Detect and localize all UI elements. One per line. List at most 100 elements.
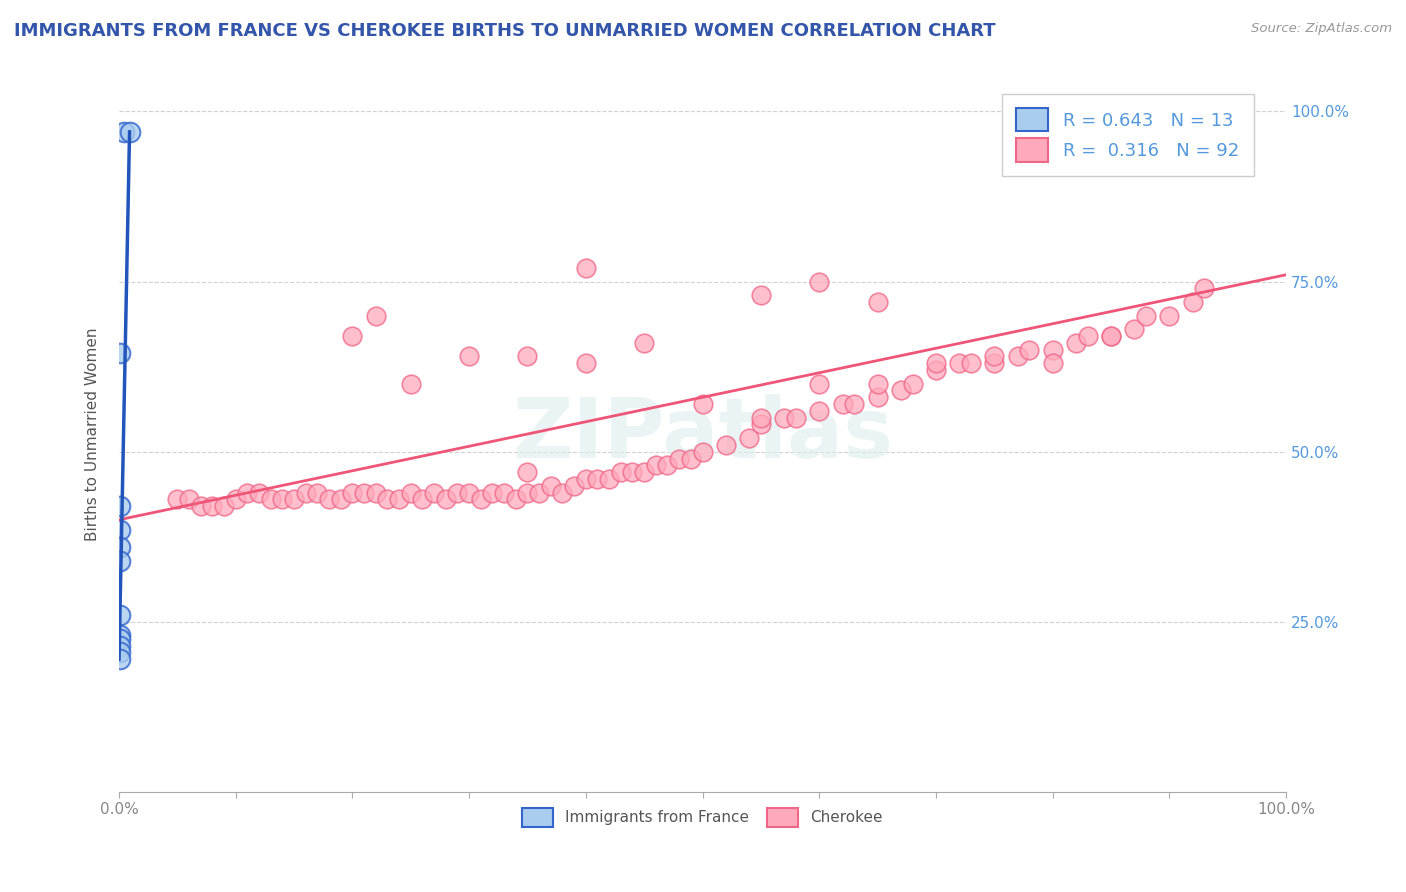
Point xyxy=(110,652,132,666)
Point xyxy=(212,499,235,513)
Point xyxy=(575,356,598,370)
Point xyxy=(925,363,948,377)
Text: ZIPatlas: ZIPatlas xyxy=(512,394,893,475)
Point xyxy=(110,553,132,567)
Point xyxy=(201,499,224,513)
Point xyxy=(505,492,527,507)
Point xyxy=(785,410,807,425)
Point xyxy=(110,639,132,653)
Point xyxy=(1077,329,1099,343)
Point xyxy=(598,472,620,486)
Point xyxy=(481,485,503,500)
Point xyxy=(644,458,666,473)
Point xyxy=(1007,350,1029,364)
Point xyxy=(166,492,188,507)
Point xyxy=(110,607,132,622)
Point xyxy=(575,260,598,275)
Point xyxy=(399,485,422,500)
Point xyxy=(458,485,481,500)
Point xyxy=(633,335,655,350)
Text: Source: ZipAtlas.com: Source: ZipAtlas.com xyxy=(1251,22,1392,36)
Point xyxy=(283,492,305,507)
Point xyxy=(411,492,433,507)
Point xyxy=(177,492,200,507)
Point xyxy=(342,485,364,500)
Point xyxy=(260,492,283,507)
Point xyxy=(247,485,270,500)
Point xyxy=(458,350,481,364)
Point xyxy=(190,499,212,513)
Point xyxy=(110,632,132,646)
Point xyxy=(831,397,853,411)
Point xyxy=(610,465,633,479)
Point xyxy=(364,485,387,500)
Point xyxy=(342,329,364,343)
Point xyxy=(668,451,690,466)
Point xyxy=(714,438,737,452)
Point xyxy=(110,346,132,360)
Point xyxy=(527,485,550,500)
Point xyxy=(808,275,831,289)
Point xyxy=(110,499,132,513)
Point xyxy=(353,485,375,500)
Point xyxy=(960,356,983,370)
Point xyxy=(925,356,948,370)
Point xyxy=(110,523,132,537)
Point xyxy=(271,492,294,507)
Point xyxy=(1042,343,1064,357)
Point xyxy=(540,479,562,493)
Legend: Immigrants from France, Cherokee: Immigrants from France, Cherokee xyxy=(515,800,890,834)
Point xyxy=(749,288,772,302)
Point xyxy=(225,492,247,507)
Point xyxy=(1181,295,1204,310)
Point xyxy=(1159,309,1181,323)
Point xyxy=(866,376,889,391)
Point xyxy=(1135,309,1157,323)
Point xyxy=(586,472,609,486)
Point xyxy=(621,465,644,479)
Point xyxy=(494,485,516,500)
Point xyxy=(516,485,538,500)
Point xyxy=(657,458,679,473)
Point xyxy=(844,397,866,411)
Point xyxy=(110,645,132,659)
Point xyxy=(749,417,772,432)
Point xyxy=(318,492,340,507)
Point xyxy=(110,628,132,642)
Y-axis label: Births to Unmarried Women: Births to Unmarried Women xyxy=(86,328,100,541)
Point xyxy=(551,485,574,500)
Point xyxy=(388,492,411,507)
Point xyxy=(562,479,585,493)
Point xyxy=(329,492,352,507)
Point xyxy=(633,465,655,479)
Point xyxy=(679,451,702,466)
Point xyxy=(470,492,492,507)
Point xyxy=(866,295,889,310)
Point xyxy=(1099,329,1122,343)
Text: IMMIGRANTS FROM FRANCE VS CHEROKEE BIRTHS TO UNMARRIED WOMEN CORRELATION CHART: IMMIGRANTS FROM FRANCE VS CHEROKEE BIRTH… xyxy=(14,22,995,40)
Point xyxy=(377,492,399,507)
Point xyxy=(692,444,714,458)
Point xyxy=(446,485,468,500)
Point xyxy=(434,492,457,507)
Point xyxy=(948,356,970,370)
Point xyxy=(890,384,912,398)
Point xyxy=(236,485,259,500)
Point xyxy=(1099,329,1122,343)
Point xyxy=(575,472,598,486)
Point xyxy=(738,431,761,445)
Point xyxy=(307,485,329,500)
Point xyxy=(808,404,831,418)
Point xyxy=(1018,343,1040,357)
Point xyxy=(516,465,538,479)
Point xyxy=(1194,281,1216,295)
Point xyxy=(983,356,1005,370)
Point xyxy=(983,350,1005,364)
Point xyxy=(110,540,132,554)
Point xyxy=(1123,322,1146,336)
Point xyxy=(516,350,538,364)
Point xyxy=(692,397,714,411)
Point xyxy=(866,390,889,404)
Point xyxy=(423,485,446,500)
Point xyxy=(749,410,772,425)
